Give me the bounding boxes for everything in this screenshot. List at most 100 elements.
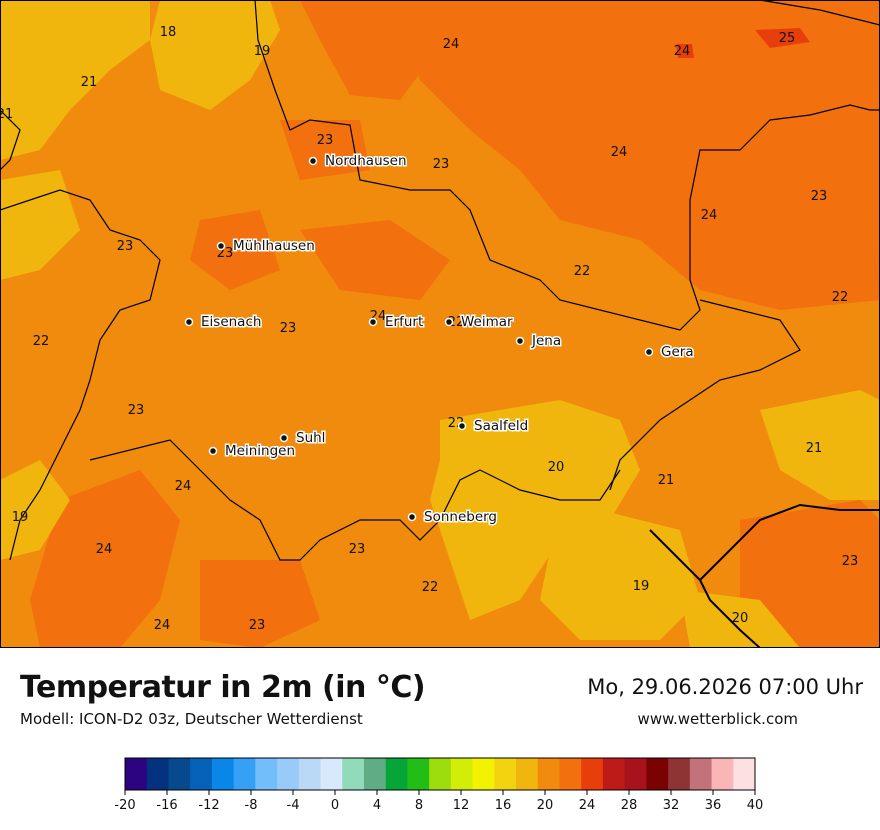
temperature-value-label: 19 — [12, 510, 29, 525]
legend-color-swatch — [689, 758, 713, 790]
legend-color-swatch — [298, 758, 322, 790]
legend-color-swatch — [233, 758, 256, 790]
legend-tick-label: 8 — [415, 798, 423, 813]
legend-tick-label: 16 — [495, 798, 512, 813]
legend-tick-label: 12 — [453, 798, 470, 813]
city-label-halo: Meiningen — [225, 443, 295, 459]
legend-color-swatch — [624, 758, 647, 790]
temperature-value-label: 19 — [633, 579, 650, 594]
temperature-value-label: 22 — [574, 264, 591, 279]
temperature-value-label: 23 — [128, 403, 145, 418]
temperature-value-label: 20 — [548, 460, 565, 475]
legend-color-swatch — [494, 758, 517, 790]
temperature-value-label: 24 — [96, 542, 113, 557]
temperature-value-label: 22 — [33, 334, 50, 349]
legend-color-swatch — [146, 758, 169, 790]
city-label: Meiningen — [225, 443, 295, 459]
legend-tick-label: 24 — [579, 798, 596, 813]
city-label: Suhl — [296, 430, 325, 446]
temperature-value-label: 23 — [117, 239, 134, 254]
website-link[interactable]: www.wetterblick.com — [637, 710, 798, 728]
temperature-value-label: 23 — [317, 133, 334, 148]
legend-border — [124, 757, 756, 791]
temperature-value-label: 23 — [842, 554, 859, 569]
legend-tick-label: 20 — [537, 798, 554, 813]
temperature-value-label: 23 — [811, 189, 828, 204]
city-label-halo: Suhl — [296, 430, 325, 446]
legend-color-swatch — [125, 758, 148, 790]
city-label-halo: Saalfeld — [474, 418, 528, 434]
legend-color-swatch — [646, 758, 669, 790]
city-label: Jena — [531, 333, 561, 349]
city-label-halo: Nordhausen — [325, 153, 407, 169]
city-label-halo: Sonneberg — [424, 509, 497, 525]
city-dot — [644, 347, 654, 357]
map-title: Temperatur in 2m (in °C) — [20, 670, 426, 705]
temperature-map[interactable]: 18 19 24 24 25 21 21 23 23 24 23 24 23 23 22 22 22 24 23 22… — [0, 0, 880, 648]
legend-color-swatch — [450, 758, 474, 790]
legend-tick-label: 36 — [705, 798, 722, 813]
legend-color-swatch — [537, 758, 560, 790]
temperature-value-label: 21 — [0, 107, 13, 122]
city-label: Eisenach — [201, 314, 261, 330]
legend-tick-label: -12 — [198, 798, 219, 813]
legend-color-swatch — [516, 758, 539, 790]
legend-color-swatch — [190, 758, 213, 790]
city-dot — [407, 512, 417, 522]
temperature-value-label: 24 — [701, 208, 718, 223]
city-dot — [444, 317, 454, 327]
temperature-value-label: 23 — [433, 157, 450, 172]
legend-color-swatch — [711, 758, 734, 790]
legend-color-swatch — [472, 758, 495, 790]
temperature-value-label: 24 — [154, 618, 171, 633]
city-label-halo: Jena — [531, 333, 561, 349]
legend-color-swatch — [602, 758, 626, 790]
legend-color-swatch — [168, 758, 191, 790]
legend-tick-label: -20 — [115, 798, 136, 813]
temperature-value-label: 21 — [806, 441, 823, 456]
temperature-value-label: 20 — [732, 611, 749, 626]
city-label: Weimar — [461, 314, 513, 330]
legend-color-swatch — [277, 758, 300, 790]
temperature-value-label: 22 — [422, 580, 439, 595]
city-label: Saalfeld — [474, 418, 528, 434]
city-label: Erfurt — [385, 314, 423, 330]
temperature-value-label: 21 — [81, 75, 98, 90]
legend-color-swatch — [363, 758, 387, 790]
city-label-halo: Weimar — [461, 314, 513, 330]
legend-tick-label: 40 — [747, 798, 764, 813]
legend-tick-label: -8 — [245, 798, 258, 813]
temperature-value-label: 22 — [832, 290, 849, 305]
city-dot — [184, 317, 194, 327]
city-dot — [457, 421, 467, 431]
forecast-datetime: Mo, 29.06.2026 07:00 Uhr — [587, 675, 863, 699]
city-dot — [368, 317, 378, 327]
city-label: Sonneberg — [424, 509, 497, 525]
legend-color-swatch — [320, 758, 343, 790]
temperature-value-label: 25 — [779, 31, 796, 46]
temperature-value-label: 23 — [249, 618, 266, 633]
model-info: Modell: ICON-D2 03z, Deutscher Wetterdie… — [20, 710, 363, 728]
legend-color-swatch — [211, 758, 235, 790]
legend-tick-label: 28 — [621, 798, 638, 813]
city-label: Gera — [661, 344, 694, 360]
legend-color-swatch — [733, 758, 756, 790]
city-label-halo: Eisenach — [201, 314, 261, 330]
city-dot — [216, 241, 226, 251]
legend-color-swatch — [255, 758, 278, 790]
temperature-value-label: 24 — [443, 37, 460, 52]
city-dot — [515, 336, 525, 346]
legend-color-swatch — [429, 758, 452, 790]
legend-color-swatch — [407, 758, 430, 790]
